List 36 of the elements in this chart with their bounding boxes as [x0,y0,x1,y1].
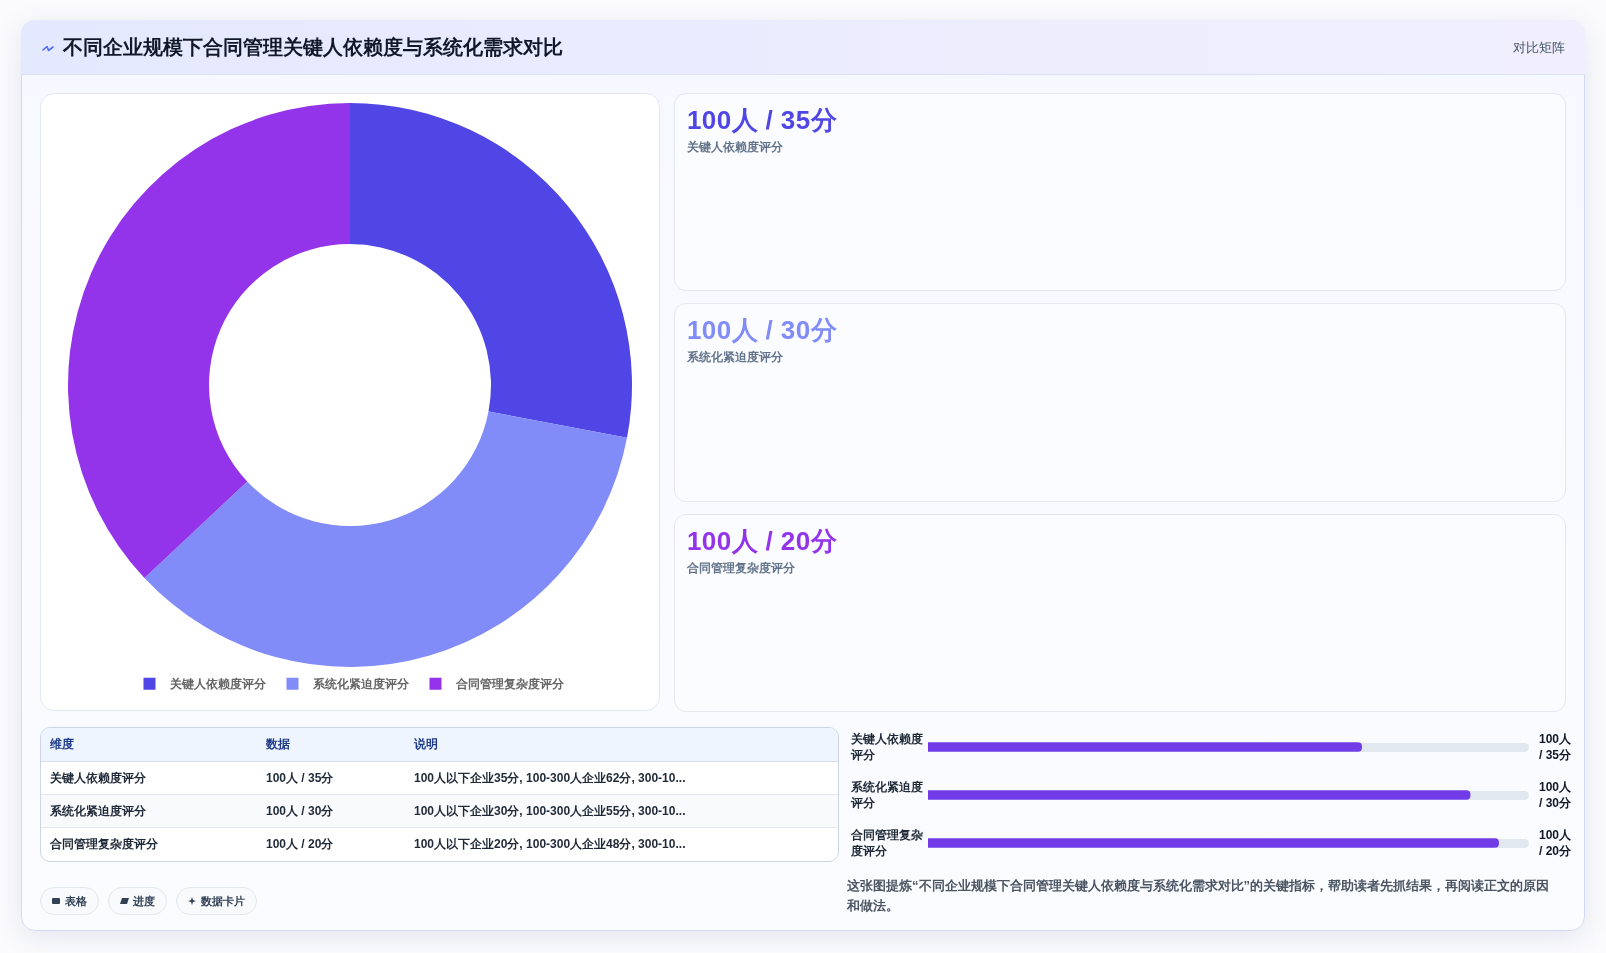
donut-slice [68,103,350,579]
text: 100人 / 35分 [1539,732,1575,762]
text: 100人 / 20分 [687,525,838,556]
text: 100人 / 35分 [257,761,405,795]
text: 合同管理复杂度评分 [49,835,159,853]
legend-label: 合同管理复杂度评分 [454,677,565,692]
legend-label: 关键人依赖度评分 [168,677,267,692]
y-tick-label: 合同管理复杂度评分 [850,828,923,858]
text: 不同企业规模下合同管理关键人依赖度与系统化需求对比 [63,35,563,60]
text: 100人以下企业35分, 100-300人企业62分, 300-10... [405,761,838,795]
category-label: 数据 [257,728,405,762]
text: 100人 / 30分 [687,315,838,346]
text: 100人以下企业20分, 100-300人企业48分, 300-10... [413,835,687,853]
text: 这张图提炼“不同企业规模下合同管理关键人依赖度与系统化需求对比”的关键指标，帮助读者先抓结果，再阅读正文的原因和做法。 [847,877,1550,915]
text: 100人 / 20分 [1539,828,1575,858]
text: 进度 [133,893,155,909]
text: 表格 [65,893,87,909]
category-label: 说明 [405,728,838,762]
text: 关键人依赖度评分 [687,139,784,155]
category-label: 维度 [41,728,257,762]
legend-label: 系统化紧迫度评分 [311,677,410,692]
text: 系统化紧迫度评分 [687,349,784,366]
text: 100人 / 30分 [1539,780,1575,810]
text: 合同管理复杂度评分 [687,559,796,576]
text: 100人 / 30分 [257,794,405,828]
donut-slice [350,103,632,438]
text: 系统化紧迫度评分 [41,794,257,828]
text: 对比矩阵 [1513,39,1565,57]
text: 数据卡片 [201,893,245,909]
text: 100人以下企业30分, 100-300人企业55分, 300-10... [405,794,838,828]
y-tick-label: 关键人依赖度评分 [850,732,923,762]
y-tick-label: 系统化紧迫度评分 [850,780,923,810]
text: 100人 / 35分 [687,105,838,135]
donut-slice [144,411,628,667]
text: 100人 / 20分 [265,835,335,853]
text: 关键人依赖度评分 [41,761,257,795]
